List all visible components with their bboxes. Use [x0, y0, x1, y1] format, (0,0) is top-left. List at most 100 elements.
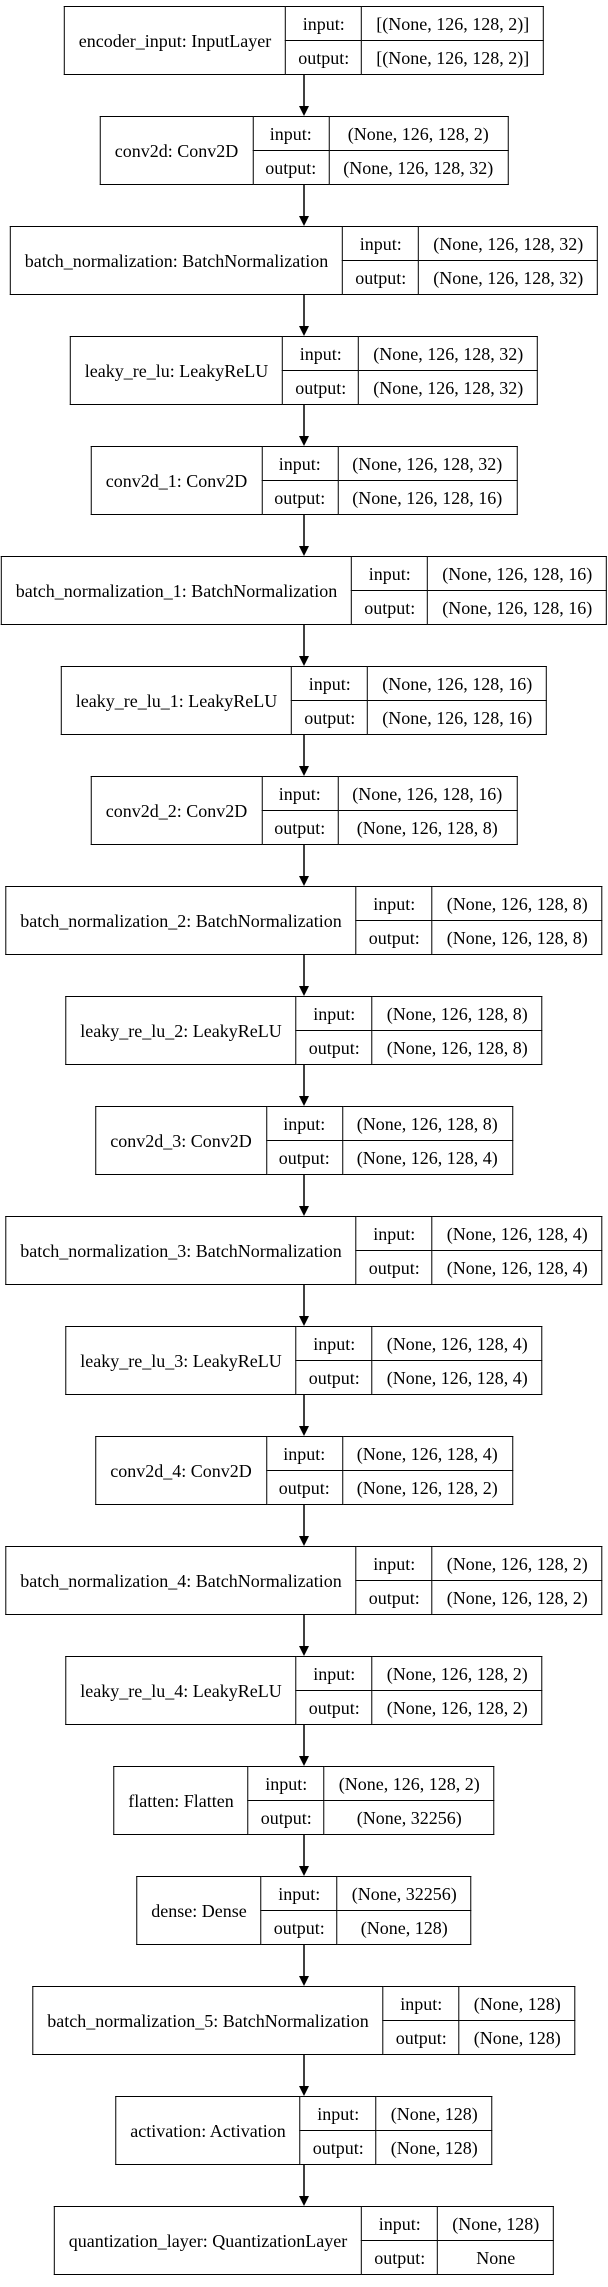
- layer-name: leaky_re_lu_3: LeakyReLU: [65, 1326, 297, 1395]
- input-shape: (None, 126, 128, 2): [328, 116, 509, 151]
- output-shape: (None, 126, 128, 2): [371, 1690, 543, 1725]
- input-label: input:: [295, 996, 373, 1031]
- layer-name: conv2d_1: Conv2D: [90, 446, 263, 515]
- layer-node: conv2d_3: Conv2D input: (None, 126, 128, 8…: [95, 1106, 513, 1175]
- output-label: output:: [265, 1140, 343, 1175]
- input-label: input:: [295, 1326, 373, 1361]
- layer-node: leaky_re_lu_1: LeakyReLU input: (None, 126…: [60, 666, 548, 735]
- output-label: output:: [260, 1910, 338, 1945]
- input-label: input:: [299, 2096, 377, 2131]
- output-label: output:: [295, 1690, 373, 1725]
- input-label: input:: [382, 1986, 460, 2021]
- layer-name: leaky_re_lu_4: LeakyReLU: [65, 1656, 297, 1725]
- edge-arrowhead: [299, 1756, 309, 1766]
- layer-name: batch_normalization_1: BatchNormalizatio…: [0, 556, 353, 625]
- output-label: output:: [265, 1470, 343, 1505]
- layer-name: leaky_re_lu_1: LeakyReLU: [60, 666, 293, 735]
- edge-arrowhead: [299, 766, 309, 776]
- input-shape: [(None, 126, 128, 2)]: [361, 6, 545, 41]
- edge-arrowhead: [299, 326, 309, 336]
- layer-name: conv2d: Conv2D: [99, 116, 254, 185]
- output-shape: (None, 126, 128, 16): [367, 700, 548, 735]
- layer-name: quantization_layer: QuantizationLayer: [53, 2206, 363, 2275]
- layer-name: conv2d_2: Conv2D: [90, 776, 263, 845]
- layer-node: batch_normalization_3: BatchNormalizatio…: [5, 1216, 603, 1285]
- input-label: input:: [361, 2206, 439, 2241]
- layer-node: leaky_re_lu_4: LeakyReLU input: (None, 126…: [65, 1656, 543, 1725]
- edge-arrowhead: [299, 876, 309, 886]
- layer-node: batch_normalization_5: BatchNormalizatio…: [32, 1986, 576, 2055]
- input-label: input:: [355, 886, 433, 921]
- input-shape: (None, 126, 128, 4): [371, 1326, 543, 1361]
- edge-arrowhead: [299, 986, 309, 996]
- output-shape: (None, 126, 128, 4): [371, 1360, 543, 1395]
- layer-name: activation: Activation: [115, 2096, 301, 2165]
- input-shape: (None, 126, 128, 32): [358, 336, 539, 371]
- input-label: input:: [351, 556, 429, 591]
- output-shape: (None, 128): [458, 2020, 576, 2055]
- input-shape: (None, 126, 128, 16): [337, 776, 518, 811]
- layer-name: batch_normalization_5: BatchNormalizatio…: [32, 1986, 384, 2055]
- input-label: input:: [295, 1656, 373, 1691]
- output-label: output:: [282, 370, 360, 405]
- output-label: output:: [261, 810, 339, 845]
- output-label: output:: [361, 2240, 439, 2275]
- output-label: output:: [291, 700, 369, 735]
- edge-arrowhead: [299, 1536, 309, 1546]
- output-shape: (None, 126, 128, 16): [337, 480, 518, 515]
- layer-node: quantization_layer: QuantizationLayer inp…: [53, 2206, 555, 2275]
- edge-arrowhead: [299, 1316, 309, 1326]
- edge-arrowhead: [299, 1866, 309, 1876]
- input-label: input:: [265, 1436, 343, 1471]
- layer-node: conv2d_2: Conv2D input: (None, 126, 128, 1…: [90, 776, 518, 845]
- layer-name: encoder_input: InputLayer: [63, 6, 287, 75]
- input-shape: (None, 126, 128, 8): [431, 886, 603, 921]
- input-label: input:: [265, 1106, 343, 1141]
- output-shape: (None, 128): [336, 1910, 472, 1945]
- output-shape: (None, 32256): [323, 1800, 495, 1835]
- layer-node: conv2d_1: Conv2D input: (None, 126, 128, 3…: [90, 446, 518, 515]
- output-shape: (None, 126, 128, 16): [427, 590, 608, 625]
- layer-name: batch_normalization: BatchNormalization: [9, 226, 344, 295]
- input-shape: (None, 128): [375, 2096, 493, 2131]
- edge-arrowhead: [299, 1206, 309, 1216]
- output-shape: [(None, 126, 128, 2)]: [361, 40, 545, 75]
- input-shape: (None, 126, 128, 8): [371, 996, 543, 1031]
- layer-node: activation: Activation input: (None, 128) o…: [115, 2096, 493, 2165]
- input-label: input:: [261, 776, 339, 811]
- input-shape: (None, 126, 128, 4): [431, 1216, 603, 1251]
- layer-name: batch_normalization_4: BatchNormalizatio…: [5, 1546, 357, 1615]
- layer-name: leaky_re_lu_2: LeakyReLU: [65, 996, 297, 1065]
- output-label: output:: [285, 40, 363, 75]
- layer-name: flatten: Flatten: [113, 1766, 249, 1835]
- output-shape: (None, 126, 128, 8): [371, 1030, 543, 1065]
- output-label: output:: [295, 1030, 373, 1065]
- layer-node: leaky_re_lu: LeakyReLU input: (None, 126, …: [69, 336, 539, 405]
- input-shape: (None, 126, 128, 32): [337, 446, 518, 481]
- input-shape: (None, 126, 128, 8): [341, 1106, 513, 1141]
- input-shape: (None, 126, 128, 2): [371, 1656, 543, 1691]
- output-shape: (None, 128): [375, 2130, 493, 2165]
- output-shape: (None, 126, 128, 32): [358, 370, 539, 405]
- input-label: input:: [285, 6, 363, 41]
- layer-node: leaky_re_lu_2: LeakyReLU input: (None, 126…: [65, 996, 543, 1065]
- layer-node: batch_normalization_1: BatchNormalizatio…: [0, 556, 608, 625]
- output-label: output:: [295, 1360, 373, 1395]
- layer-name: dense: Dense: [136, 1876, 262, 1945]
- input-shape: (None, 126, 128, 16): [427, 556, 608, 591]
- layer-name: batch_normalization_3: BatchNormalizatio…: [5, 1216, 357, 1285]
- input-label: input:: [355, 1546, 433, 1581]
- input-shape: (None, 32256): [336, 1876, 472, 1911]
- output-label: output:: [299, 2130, 377, 2165]
- output-label: output:: [355, 920, 433, 955]
- input-label: input:: [247, 1766, 325, 1801]
- output-shape: (None, 126, 128, 32): [418, 260, 599, 295]
- output-label: output:: [355, 1250, 433, 1285]
- input-shape: (None, 126, 128, 2): [431, 1546, 603, 1581]
- edge-arrowhead: [299, 436, 309, 446]
- layer-name: conv2d_3: Conv2D: [95, 1106, 267, 1175]
- output-label: output:: [252, 150, 330, 185]
- edge-arrowhead: [299, 106, 309, 116]
